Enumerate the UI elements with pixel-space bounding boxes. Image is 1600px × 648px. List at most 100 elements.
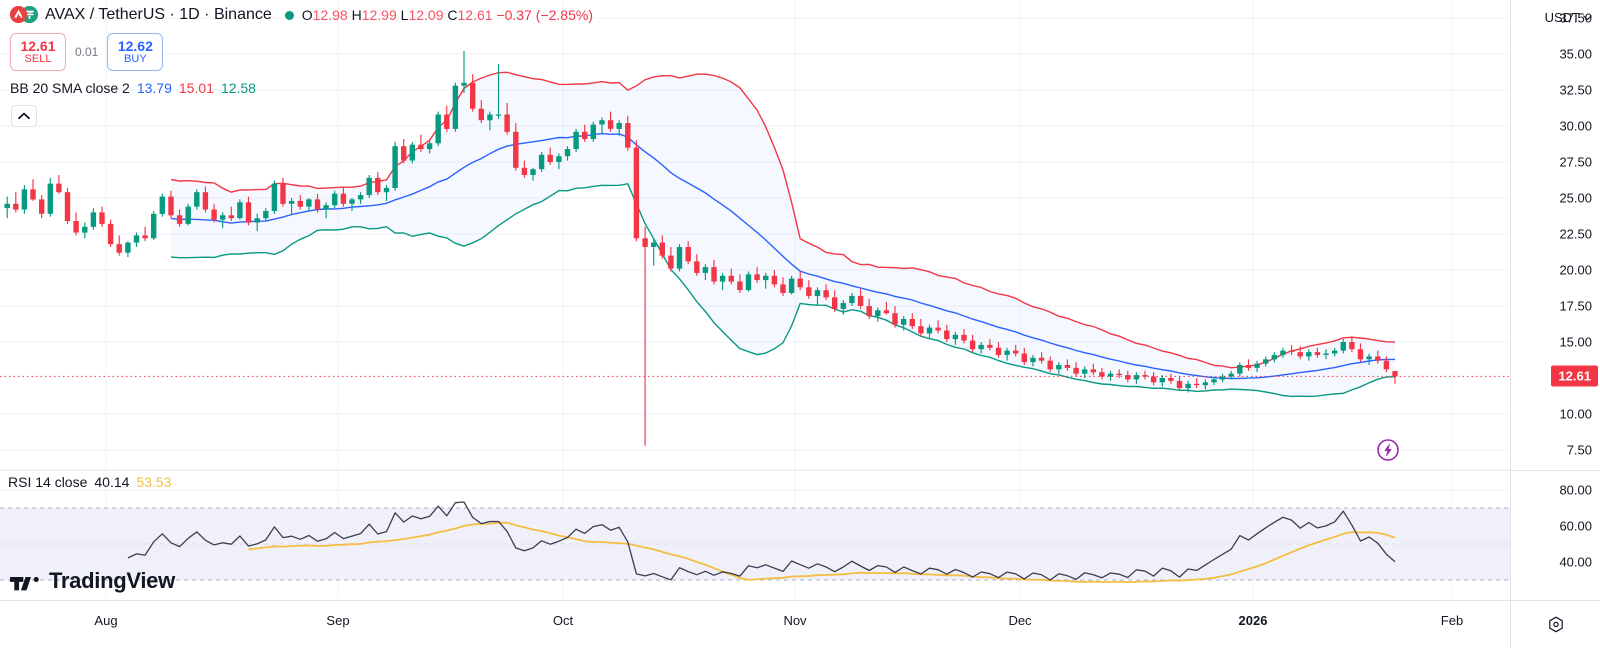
- candle-body: [1038, 357, 1045, 361]
- rsi-ma-value: 53.53: [136, 474, 172, 490]
- spread-value: 0.01: [75, 45, 99, 59]
- lightning-badge-icon[interactable]: [1377, 439, 1399, 461]
- candle-body: [866, 306, 872, 317]
- rsi-legend[interactable]: RSI 14 close 40.14 53.53: [8, 474, 171, 490]
- candle-body: [625, 123, 631, 148]
- ohlc-high-value: 12.99: [361, 7, 397, 23]
- candle-body: [694, 261, 700, 273]
- ohlc-change: −0.37: [496, 7, 532, 23]
- candle-body: [1340, 342, 1346, 351]
- sell-button[interactable]: 12.61 SELL: [10, 33, 66, 71]
- candle-body: [254, 218, 260, 223]
- candle-body: [1366, 356, 1372, 360]
- symbol-title[interactable]: AVAX / TetherUS · 1D · Binance: [45, 6, 272, 23]
- currency-selector[interactable]: USDT: [1545, 10, 1592, 25]
- candle-body: [56, 183, 62, 193]
- buy-price: 12.62: [117, 37, 153, 54]
- candle-body: [987, 344, 993, 348]
- candle-body: [857, 295, 864, 306]
- time-axis[interactable]: Aug Sep Oct Nov Dec 2026 Feb: [0, 600, 1600, 648]
- chart-settings-button[interactable]: [1510, 601, 1600, 648]
- candle-body: [1176, 380, 1183, 389]
- candlestick-series: [4, 51, 1398, 446]
- candle-body: [409, 144, 415, 161]
- candle-body: [944, 330, 950, 340]
- time-tick: Oct: [552, 613, 574, 628]
- candle-body: [1185, 383, 1191, 389]
- ohlc-values: O12.98 H12.99 L12.09 C12.61 −0.37 (−2.85…: [302, 7, 593, 23]
- avax-logo-icon: [10, 6, 27, 23]
- price-tick: 10.00: [1559, 406, 1592, 422]
- candle-body: [909, 319, 915, 327]
- candle-body: [478, 108, 484, 121]
- candle-body: [1383, 360, 1390, 370]
- price-axis[interactable]: USDT 37.50 35.00 32.50 30.00 27.50 25.00 22.50…: [1510, 0, 1600, 600]
- rsi-ma-line: [248, 521, 1396, 583]
- candle-body: [452, 85, 459, 129]
- candle-body: [185, 206, 191, 224]
- candle-body: [504, 114, 510, 132]
- chevron-down-icon: [1583, 14, 1592, 20]
- ohlc-change-pct: (−2.85%): [535, 7, 593, 23]
- candle-body: [521, 167, 528, 175]
- chevron-up-icon: [18, 112, 30, 120]
- rsi-value: 40.14: [94, 474, 130, 490]
- candle-body: [892, 313, 898, 325]
- candle-body: [116, 244, 122, 253]
- candle-body: [659, 242, 665, 256]
- candle-body: [1392, 371, 1398, 377]
- sell-label: SELL: [24, 52, 52, 65]
- tradingview-watermark: TradingView: [10, 568, 175, 594]
- bollinger-legend[interactable]: BB 20 SMA close 2 13.79 15.01 12.58: [10, 80, 256, 96]
- candle-body: [995, 347, 1002, 355]
- candle-body: [228, 215, 234, 219]
- candle-body: [814, 290, 821, 296]
- candle-body: [1150, 376, 1157, 383]
- candle-body: [13, 203, 19, 210]
- candle-body: [1168, 378, 1174, 381]
- candle-body: [1280, 350, 1286, 355]
- bollinger-lower-line: [170, 183, 1396, 398]
- candle-body: [978, 344, 984, 350]
- candle-body: [1314, 352, 1321, 355]
- candle-body: [633, 147, 640, 239]
- candle-body: [375, 177, 381, 193]
- rsi-tick: 40.00: [1559, 554, 1592, 570]
- candle-body: [1202, 382, 1209, 386]
- candle-body: [1357, 349, 1364, 360]
- candle-body: [323, 205, 329, 210]
- gear-icon: [1548, 616, 1563, 632]
- collapse-legend-button[interactable]: [11, 105, 37, 127]
- price-tick: 27.50: [1559, 154, 1592, 170]
- candle-body: [1228, 373, 1234, 377]
- candle-body: [159, 196, 165, 214]
- candle-body: [82, 226, 88, 233]
- candle-body: [530, 169, 536, 175]
- candle-body: [133, 235, 140, 243]
- candle-body: [1090, 369, 1096, 373]
- candle-body: [676, 247, 683, 269]
- candle-body: [719, 275, 726, 282]
- price-tick: 25.00: [1559, 190, 1592, 206]
- ohlc-low-label: L: [400, 7, 409, 23]
- candle-body: [1107, 373, 1114, 377]
- price-tick: 20.00: [1559, 262, 1592, 278]
- currency-label: USDT: [1544, 10, 1580, 25]
- candle-body: [651, 242, 657, 247]
- candle-body: [745, 274, 752, 291]
- buy-button[interactable]: 12.62 BUY: [107, 33, 164, 71]
- trade-buttons: 12.61 SELL 0.01 12.62 BUY: [10, 33, 164, 71]
- candle-body: [918, 326, 924, 334]
- ohlc-close-value: 12.61: [457, 7, 493, 23]
- candle-body: [237, 202, 243, 219]
- candle-body: [306, 199, 312, 207]
- candle-body: [849, 295, 855, 304]
- candle-body: [90, 212, 97, 227]
- candle-body: [297, 200, 303, 207]
- rsi-line: [127, 501, 1396, 581]
- candle-body: [263, 211, 269, 219]
- candle-body: [806, 287, 812, 296]
- bollinger-title: BB 20 SMA close 2: [10, 80, 130, 96]
- candle-body: [1013, 350, 1019, 354]
